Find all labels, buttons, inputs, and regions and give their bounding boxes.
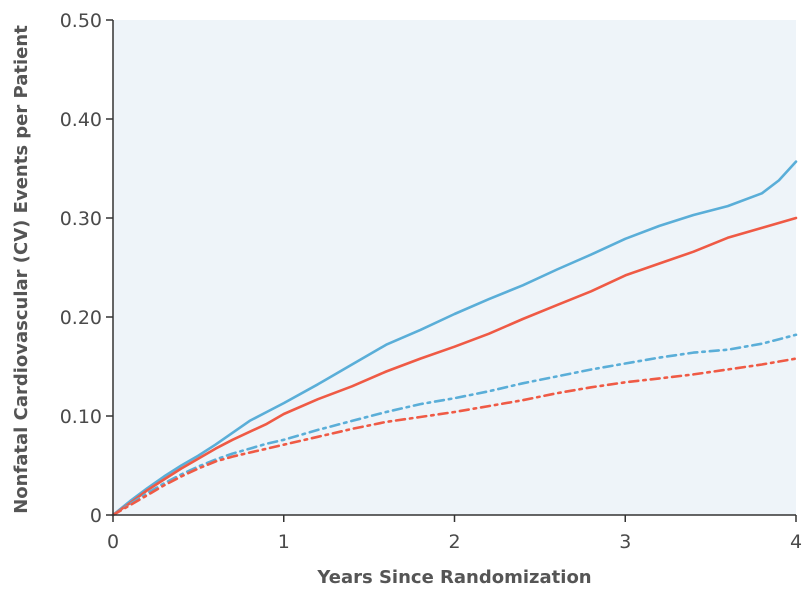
- series-line-2: [111, 216, 798, 517]
- y-tick-label: 0.30: [60, 208, 102, 230]
- series-line-1: [111, 160, 798, 517]
- y-axis-title: Nonfatal Cardiovascular (CV) Events per …: [11, 25, 32, 514]
- x-tick-label: 1: [278, 531, 290, 553]
- y-tick-label: 0.20: [60, 307, 102, 329]
- plot-area: [113, 20, 796, 515]
- x-axis-title: Years Since Randomization: [316, 567, 591, 588]
- y-tick-label: 0.40: [60, 109, 102, 131]
- x-tick-label: 2: [448, 531, 460, 553]
- series-layer: [111, 160, 798, 517]
- series-line-4: [111, 357, 798, 517]
- x-tick-label: 4: [790, 531, 802, 553]
- y-tick-label: 0: [90, 505, 102, 527]
- x-tick-label: 0: [107, 531, 119, 553]
- x-tick-label: 3: [619, 531, 631, 553]
- y-tick-label: 0.50: [60, 10, 102, 32]
- x-axis-ticks: 0 1 2 3 4: [107, 515, 802, 553]
- series-line-3: [111, 333, 798, 517]
- y-tick-label: 0.10: [60, 406, 102, 428]
- y-axis-ticks: 0 0.10 0.20 0.30 0.40 0.50: [60, 10, 113, 527]
